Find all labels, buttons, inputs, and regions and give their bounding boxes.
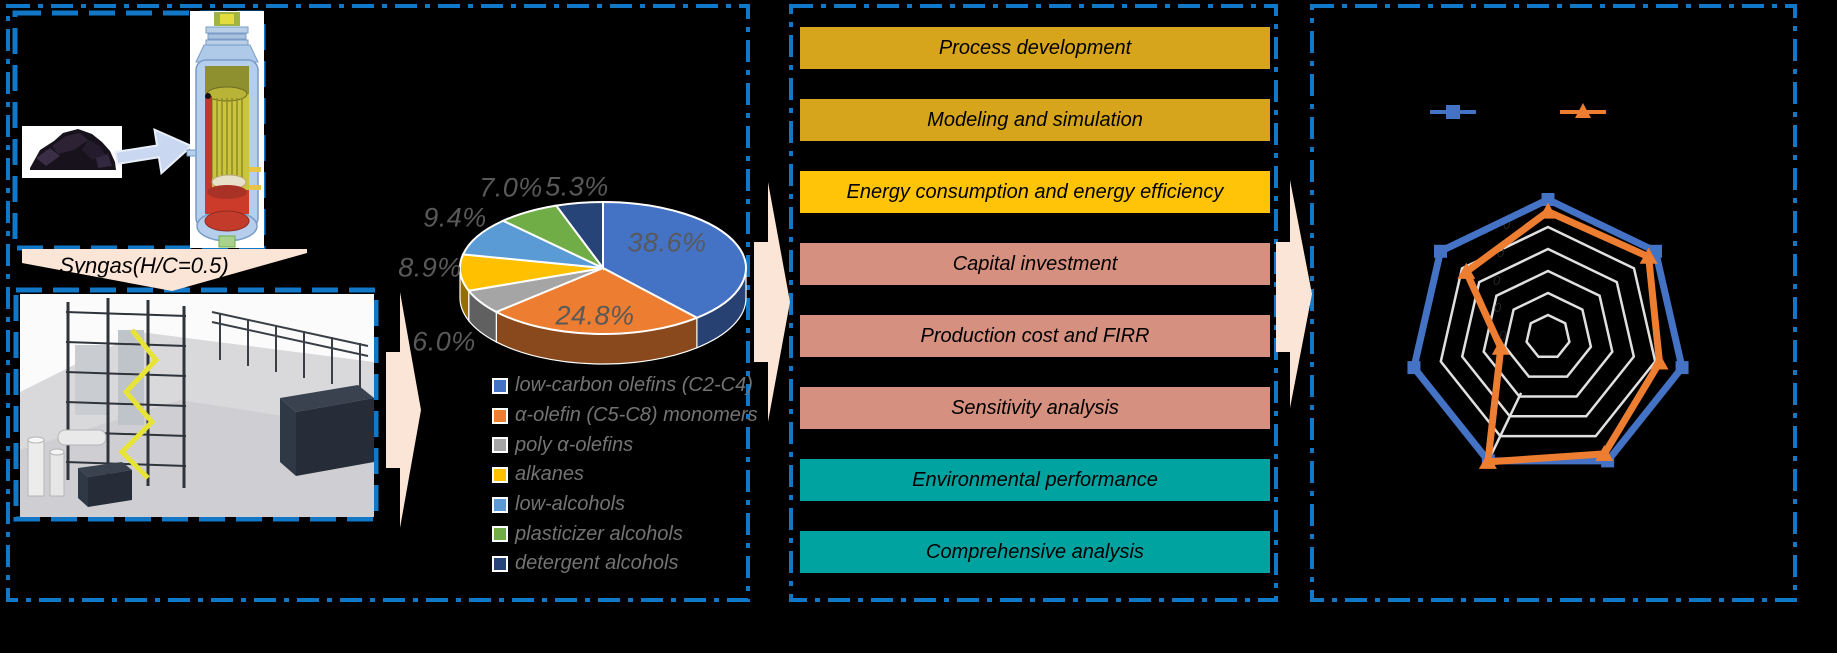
pie-legend-item: α-olefin (C5-C8) monomers: [492, 401, 758, 431]
coal-lumps-photo: [22, 126, 122, 178]
radar-marker-triangle: [1650, 353, 1669, 370]
legend-label: alkanes: [515, 463, 584, 486]
legend-swatch-icon: [492, 466, 508, 483]
plant-3d-render: [20, 294, 374, 517]
pie-chart: [459, 200, 747, 365]
pie-data-label: 8.9%: [398, 252, 462, 283]
radar-marker-square: [1675, 361, 1689, 375]
process-step-label: Environmental performance: [912, 468, 1158, 491]
radar-series-orange: [1462, 208, 1663, 466]
process-step-box: Process development: [800, 27, 1270, 69]
pie-legend-item: low-alcohols: [492, 490, 758, 520]
legend-swatch-icon: [492, 407, 508, 424]
legend-label: poly α-olefins: [515, 433, 634, 456]
process-step-box: Capital investment: [800, 243, 1270, 285]
process-step-label: Production cost and FIRR: [920, 324, 1150, 347]
process-step-label: Capital investment: [952, 252, 1118, 275]
flow-arrows: [22, 180, 1312, 528]
flow-arrow-plant-to-pie: [386, 292, 421, 528]
pie-slice-1: [493, 266, 700, 335]
pie-legend-item: low-carbon olefins (C2-C4): [492, 371, 758, 401]
flow-arrow-pie-to-steps: [754, 182, 790, 422]
pie-data-label: 6.0%: [412, 326, 476, 357]
process-step-box: Production cost and FIRR: [800, 315, 1270, 357]
pie-data-label: 9.4%: [423, 202, 487, 233]
gasifier-cutaway-illustration: [186, 11, 264, 248]
legend-swatch-icon: [492, 555, 508, 572]
gasifier-box-border: [12, 10, 266, 251]
radar-legend-square-icon: [1446, 105, 1460, 119]
syngas-label: Syngas(H/C=0.5): [59, 253, 229, 278]
radar-gridline-ring: [1503, 291, 1593, 378]
radar-legend-triangle-icon: [1575, 103, 1591, 118]
small-building-block: [78, 462, 132, 507]
radar-panel-border: [1310, 4, 1797, 602]
radar-tick-fragment: 0: [1494, 300, 1502, 315]
pie-data-label: 5.3%: [545, 171, 609, 202]
radar-gridline-ring: [1482, 269, 1614, 398]
radar-tick-fragment: 0: [1499, 328, 1507, 343]
radar-marker-triangle: [1478, 452, 1497, 469]
pie-data-label: 38.6%: [627, 227, 707, 258]
legend-label: α-olefin (C5-C8) monomers: [515, 404, 758, 427]
process-step-label: Process development: [938, 36, 1132, 59]
pie-slice-6: [554, 200, 604, 272]
radar-marker-triangle: [1595, 444, 1614, 461]
legend-swatch-icon: [492, 437, 508, 454]
syngas-down-arrow-banner: [22, 249, 307, 291]
radar-gridline-ring: [1525, 313, 1571, 359]
process-step-box: Comprehensive analysis: [800, 531, 1270, 573]
legend-label: low-carbon olefins (C2-C4): [515, 374, 753, 397]
radar-marker-triangle: [1539, 202, 1557, 219]
process-step-box: Modeling and simulation: [800, 99, 1270, 141]
legend-swatch-icon: [492, 526, 508, 543]
radar-marker-triangle: [1639, 247, 1658, 264]
middle-panel-border: [789, 4, 1278, 602]
radar-axis-spoke: [1487, 392, 1523, 461]
pie-legend-item: alkanes: [492, 460, 758, 490]
pie-data-label: 7.0%: [479, 172, 543, 203]
pie-legend-item: poly α-olefins: [492, 430, 758, 460]
process-step-label: Comprehensive analysis: [926, 540, 1144, 563]
radar-series-blue: [1410, 196, 1686, 465]
process-step-box: Energy consumption and energy efficiency: [800, 171, 1270, 213]
legend-label: low-alcohols: [515, 493, 626, 516]
pipe-rack: [211, 311, 369, 390]
left-panel-border: [6, 4, 750, 602]
reactor-tower: [65, 298, 187, 488]
radar-tick-fragment: 0: [1497, 245, 1505, 260]
pie-data-label: 24.8%: [555, 300, 635, 331]
radar-chart: 0 0 0 0 0: [1407, 103, 1689, 469]
legend-swatch-icon: [492, 377, 508, 394]
process-step-box: Sensitivity analysis: [800, 387, 1270, 429]
storage-tanks: [27, 429, 107, 497]
radar-marker-square: [1407, 361, 1421, 375]
radar-marker-square: [1541, 193, 1555, 206]
pie-legend-item: detergent alcohols: [492, 549, 758, 579]
process-step-label: Modeling and simulation: [927, 108, 1143, 131]
radar-marker-triangle: [1491, 338, 1510, 355]
coal-to-gasifier-arrow: [114, 127, 194, 176]
pie-legend: low-carbon olefins (C2-C4) α-olefin (C5-C…: [492, 371, 758, 579]
pie-legend-item: plasticizer alcohols: [492, 519, 758, 549]
legend-label: plasticizer alcohols: [515, 522, 683, 545]
process-step-label: Sensitivity analysis: [951, 396, 1119, 419]
legend-label: detergent alcohols: [515, 552, 679, 575]
radar-marker-square: [1433, 244, 1447, 258]
building-block: [280, 385, 374, 476]
pie-slice-0: [602, 200, 747, 319]
process-step-box: Environmental performance: [800, 459, 1270, 501]
radar-gridline-ring: [1439, 225, 1657, 438]
process-step-label: Energy consumption and energy efficiency: [846, 180, 1224, 203]
legend-swatch-icon: [492, 496, 508, 513]
radar-tick-fragment: 0: [1493, 273, 1501, 288]
radar-tick-fragment: 0: [1503, 217, 1511, 232]
radar-marker-triangle: [1457, 262, 1476, 279]
flow-arrow-steps-to-radar: [1276, 180, 1312, 408]
